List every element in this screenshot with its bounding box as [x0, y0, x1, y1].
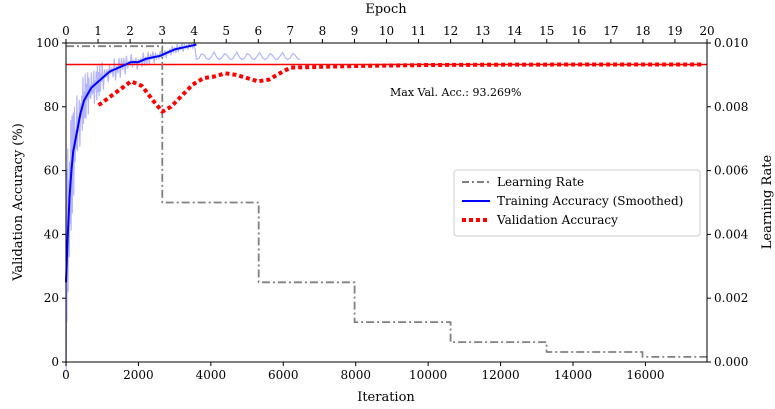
training-accuracy-series — [65, 43, 197, 283]
x-tick-label: 12000 — [481, 368, 519, 382]
x-tick-label: 6000 — [268, 368, 299, 382]
x2-tick-label: 16 — [571, 24, 586, 38]
y-axis-label: Validation Accuracy (%) — [11, 123, 26, 282]
y2-tick-label: 0.010 — [714, 36, 748, 50]
x-axis-label: Iteration — [357, 390, 415, 405]
x2-tick-label: 10 — [379, 24, 394, 38]
y-axis-ticks: 0 20 40 60 80 100 — [36, 36, 66, 369]
x2-tick-label: 8 — [319, 24, 327, 38]
x2-axis-ticks: 0 1 2 3 4 5 6 7 8 9 10 11 12 13 14 15 16 17 18 19 20 — [62, 24, 715, 43]
x2-tick-label: 18 — [635, 24, 650, 38]
x2-tick-label: 2 — [126, 24, 134, 38]
x2-tick-label: 7 — [287, 24, 295, 38]
x-tick-label: 16000 — [626, 368, 664, 382]
learning-rate-series — [66, 45, 707, 358]
y2-tick-label: 0.006 — [714, 164, 748, 178]
y-tick-label: 20 — [44, 291, 59, 305]
x2-tick-label: 12 — [443, 24, 458, 38]
y-tick-label: 40 — [44, 227, 59, 241]
y2-tick-label: 0.002 — [714, 291, 748, 305]
y2-tick-label: 0.004 — [714, 227, 749, 241]
x2-tick-label: 1 — [94, 24, 102, 38]
x2-tick-label: 9 — [351, 24, 359, 38]
x2-tick-label: 14 — [507, 24, 523, 38]
legend: Learning Rate Training Accuracy (Smoothe… — [453, 169, 701, 237]
x-tick-label: 14000 — [554, 368, 592, 382]
x2-tick-label: 5 — [222, 24, 230, 38]
x-tick-label: 10000 — [409, 368, 447, 382]
y2-tick-label: 0.000 — [714, 355, 748, 369]
legend-label-validation-accuracy: Validation Accuracy — [496, 213, 618, 227]
x2-tick-label: 0 — [62, 24, 70, 38]
y-tick-label: 100 — [36, 36, 59, 50]
x2-tick-label: 17 — [603, 24, 618, 38]
x2-tick-label: 19 — [667, 24, 682, 38]
legend-label-learning-rate: Learning Rate — [497, 175, 584, 189]
training-accuracy-line — [65, 43, 197, 283]
x-axis-ticks: 0 2000 4000 6000 8000 10000 12000 14000 16000 — [62, 362, 665, 382]
max-accuracy-annotation: Max Val. Acc.: 93.269% — [390, 86, 521, 99]
x2-tick-label: 11 — [411, 24, 426, 38]
x-tick-label: 8000 — [340, 368, 371, 382]
x2-tick-label: 4 — [190, 24, 198, 38]
learning-rate-line — [66, 45, 707, 358]
y-tick-label: 60 — [44, 164, 59, 178]
x2-tick-label: 20 — [699, 24, 714, 38]
y-tick-label: 0 — [51, 355, 59, 369]
x-tick-label: 2000 — [123, 368, 154, 382]
x-tick-label: 4000 — [196, 368, 227, 382]
x2-tick-label: 3 — [158, 24, 166, 38]
legend-box — [453, 169, 701, 237]
x2-tick-label: 6 — [254, 24, 262, 38]
x-tick-label: 0 — [62, 368, 70, 382]
x2-axis-label: Epoch — [365, 2, 407, 17]
y2-axis-ticks: 0.000 0.002 0.004 0.006 0.008 0.010 — [707, 36, 749, 369]
legend-label-training-accuracy: Training Accuracy (Smoothed) — [497, 194, 683, 208]
y-tick-label: 80 — [44, 100, 59, 114]
y2-tick-label: 0.008 — [714, 100, 748, 114]
x2-tick-label: 13 — [475, 24, 490, 38]
x2-tick-label: 15 — [539, 24, 554, 38]
y2-axis-label: Learning Rate — [760, 154, 775, 249]
